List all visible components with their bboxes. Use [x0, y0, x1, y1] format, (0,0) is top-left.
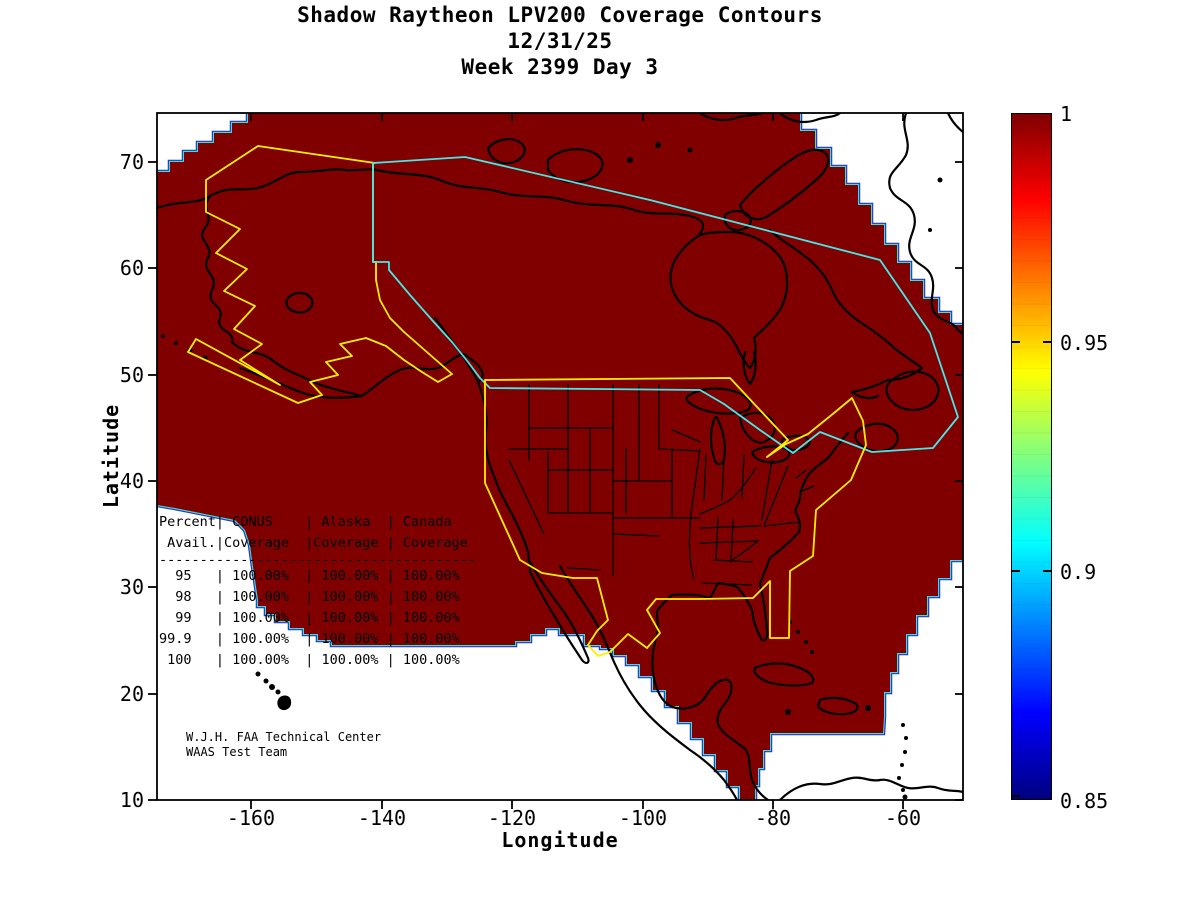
table-row: 99.9 | 100.00% | 100.00% | 100.00%	[159, 631, 460, 647]
canada-boundary-contour	[372, 156, 959, 454]
hawaii-islands	[255, 671, 292, 711]
x-axis-label: Longitude	[501, 828, 619, 852]
axis-box	[156, 112, 964, 801]
y-tick-label-20: 20	[119, 682, 144, 706]
conus-boundary-contour	[484, 377, 867, 657]
alaska-boundary-contour	[187, 145, 453, 404]
y-tick-label-30: 30	[119, 575, 144, 599]
x-tick-label--120: -120	[487, 806, 537, 830]
y-tick-label-40: 40	[119, 469, 144, 493]
x-tick-label--100: -100	[618, 806, 668, 830]
table-row: 98 | 100.00% | 100.00% | 100.00%	[159, 589, 460, 605]
colorbar-tick-085-left	[1012, 795, 1020, 797]
table-row: 100 | 100.00% | 100.00% | 100.00%	[159, 652, 460, 668]
table-header-line: Avail.|Coverage |Coverage | Coverage	[159, 535, 468, 551]
colorbar-tick-090-left	[1012, 570, 1020, 572]
y-tick-label-70: 70	[119, 150, 144, 174]
table-row: 99 | 100.00% | 100.00% | 100.00%	[159, 610, 460, 626]
plot-title-line3: Week 2399 Day 3	[461, 55, 659, 79]
y-tick-label-50: 50	[119, 363, 144, 387]
credit-text: W.J.H. FAA Technical Center WAAS Test Te…	[186, 730, 382, 759]
x-tick-label--160: -160	[226, 806, 276, 830]
colorbar-label-1: 1	[1060, 102, 1073, 126]
colorbar-tick-095-left	[1012, 341, 1020, 343]
table-row: 95 | 100.00% | 100.00% | 100.00%	[159, 568, 460, 584]
coverage-fill-region	[157, 113, 963, 800]
colorbar	[1011, 113, 1052, 800]
colorbar-label-0.95: 0.95	[1060, 331, 1109, 355]
colorbar-label-0.9: 0.9	[1060, 560, 1097, 584]
colorbar-tick-095-right	[1043, 341, 1051, 343]
x-tick-label--80: -80	[754, 806, 792, 830]
colorbar-tick-090-right	[1043, 570, 1051, 572]
x-tick-label--140: -140	[357, 806, 407, 830]
colorbar-label-0.85: 0.85	[1060, 789, 1109, 813]
coverage-statistics-table: Percent| CONUS | Alaska | Canada Avail.|…	[159, 512, 476, 671]
plot-title-line1: Shadow Raytheon LPV200 Coverage Contours	[297, 3, 823, 27]
plot-title-line2: 12/31/25	[507, 29, 613, 53]
table-header-line: Percent| CONUS | Alaska | Canada	[159, 514, 452, 530]
coastlines	[157, 113, 963, 800]
y-tick-label-10: 10	[119, 788, 144, 812]
x-tick-label--60: -60	[884, 806, 922, 830]
y-tick-label-60: 60	[119, 256, 144, 280]
state-boundaries	[508, 384, 815, 586]
axis-ticks	[148, 113, 963, 809]
y-axis-label: Latitude	[99, 403, 123, 509]
table-separator: ---------------------------------------	[159, 552, 476, 568]
